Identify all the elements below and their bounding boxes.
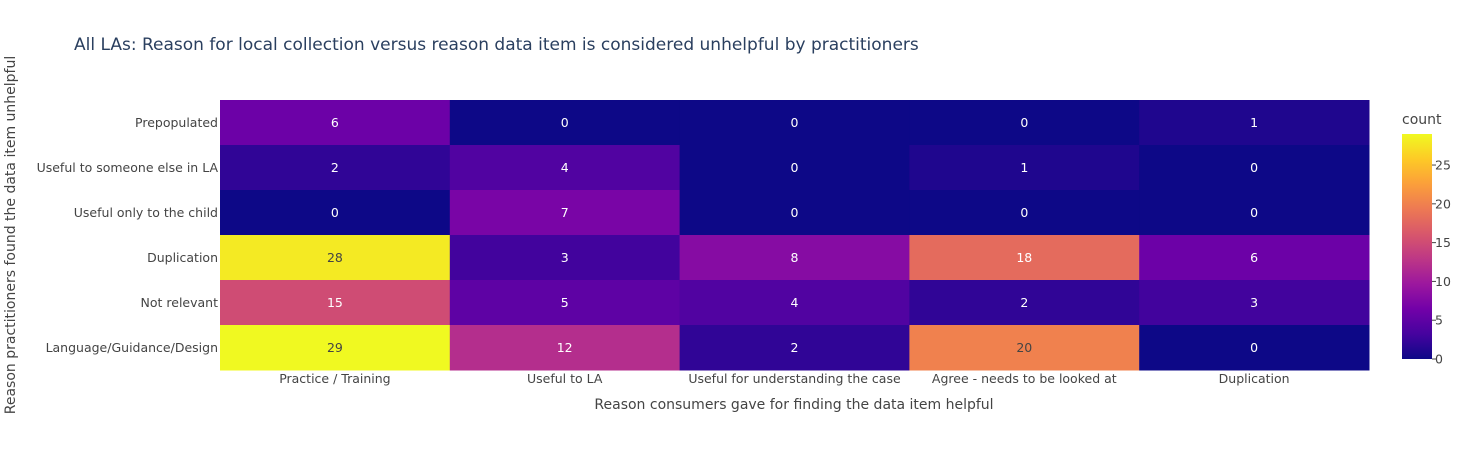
heatmap-cell-label: 0 [1250, 205, 1258, 220]
heatmap-cell [220, 325, 451, 371]
heatmap-cell-label: 0 [1250, 340, 1258, 355]
heatmap-cell [679, 280, 910, 326]
heatmap-cell-label: 0 [791, 160, 799, 175]
colorbar-tick-label: 20 [1435, 196, 1451, 211]
colorbar-tick-label: 15 [1435, 235, 1451, 250]
heatmap-cell-label: 0 [1250, 160, 1258, 175]
heatmap-cell [1139, 325, 1370, 371]
heatmap-cell [1139, 280, 1370, 326]
heatmap-cell [220, 145, 451, 191]
heatmap-cell [679, 100, 910, 146]
heatmap-cell-label: 12 [557, 340, 573, 355]
y-tick-label: Language/Guidance/Design [46, 340, 218, 355]
colorbar-title: count [1402, 112, 1442, 128]
heatmap-cell-label: 0 [1020, 115, 1028, 130]
colorbar-tick-label: 25 [1435, 158, 1451, 173]
heatmap-cell [909, 190, 1140, 236]
heatmap-cell-label: 2 [331, 160, 339, 175]
heatmap-cell [1139, 100, 1370, 146]
heatmap-cell-label: 6 [1250, 250, 1258, 265]
y-tick-label: Prepopulated [135, 115, 218, 130]
heatmap-cell [909, 145, 1140, 191]
y-tick-label: Useful only to the child [74, 205, 218, 220]
colorbar [1402, 134, 1432, 359]
heatmap-cell [220, 100, 451, 146]
colorbar-tick-label: 0 [1435, 352, 1443, 367]
heatmap-cell-label: 2 [791, 340, 799, 355]
heatmap-cells [220, 100, 1370, 371]
heatmap-cell [449, 145, 681, 191]
y-axis-ticks: Prepopulated Useful to someone else in LA… [37, 115, 219, 355]
heatmap-cell [1139, 235, 1370, 281]
x-tick-label: Agree - needs to be looked at [932, 371, 1117, 386]
heatmap-cell-label: 29 [327, 340, 343, 355]
heatmap-cell-label: 1 [1250, 115, 1258, 130]
x-tick-label: Duplication [1219, 371, 1290, 386]
heatmap-cell [1139, 145, 1370, 191]
heatmap-cell [449, 190, 681, 236]
chart-title: All LAs: Reason for local collection ver… [74, 35, 919, 55]
heatmap-cell-label: 7 [561, 205, 569, 220]
heatmap-cell [220, 235, 451, 281]
colorbar-tick-label: 10 [1435, 274, 1451, 289]
heatmap-cell [449, 100, 681, 146]
heatmap-cell-label: 15 [327, 295, 343, 310]
heatmap-cell [679, 190, 910, 236]
heatmap-cell-label: 2 [1020, 295, 1028, 310]
heatmap-cell-label: 3 [1250, 295, 1258, 310]
x-tick-label: Useful to LA [527, 371, 603, 386]
y-tick-label: Useful to someone else in LA [37, 160, 219, 175]
y-tick-label: Duplication [147, 250, 218, 265]
heatmap-cell-label: 0 [561, 115, 569, 130]
heatmap-cell [1139, 190, 1370, 236]
heatmap-cell-label: 1 [1020, 160, 1028, 175]
y-axis-title: Reason practitioners found the data item… [3, 56, 19, 414]
heatmap-cell-label: 4 [561, 160, 569, 175]
heatmap-cell [909, 100, 1140, 146]
heatmap-cell-label: 0 [331, 205, 339, 220]
heatmap-cell [909, 325, 1140, 371]
heatmap-cell-label: 5 [561, 295, 569, 310]
heatmap-cell [909, 235, 1140, 281]
heatmap-cell-label: 0 [791, 205, 799, 220]
heatmap-cell-label: 18 [1016, 250, 1032, 265]
heatmap-cell-label: 0 [1020, 205, 1028, 220]
x-axis-title: Reason consumers gave for finding the da… [594, 397, 993, 413]
heatmap-cell-label: 28 [327, 250, 343, 265]
heatmap-cell [220, 280, 451, 326]
heatmap-cell-label: 3 [561, 250, 569, 265]
heatmap-cell-label: 0 [791, 115, 799, 130]
heatmap-cell-labels: 6 0 0 0 12 4 0 1 00 7 0 0 028 3 8 18 615 5 4 2 329 12 2 20 0 [327, 115, 1258, 355]
heatmap-cell-label: 20 [1016, 340, 1032, 355]
x-tick-label: Practice / Training [279, 371, 390, 386]
x-axis-ticks: Practice / Training Useful to LA Useful fo… [279, 371, 1289, 386]
heatmap-cell [220, 190, 451, 236]
heatmap-cell [449, 235, 681, 281]
heatmap-cell [449, 280, 681, 326]
heatmap-cell [679, 325, 910, 371]
heatmap-cell [679, 235, 910, 281]
colorbar-tick-label: 5 [1435, 313, 1443, 328]
y-tick-label: Not relevant [141, 295, 219, 310]
heatmap-cell [449, 325, 681, 371]
x-tick-label: Useful for understanding the case [688, 371, 901, 386]
heatmap-cell [909, 280, 1140, 326]
heatmap-cell-label: 6 [331, 115, 339, 130]
heatmap-cell [679, 145, 910, 191]
heatmap-cell-label: 4 [791, 295, 799, 310]
heatmap-cell-label: 8 [791, 250, 799, 265]
colorbar-ticks: 0 5 10 15 20 25 [1432, 158, 1451, 367]
